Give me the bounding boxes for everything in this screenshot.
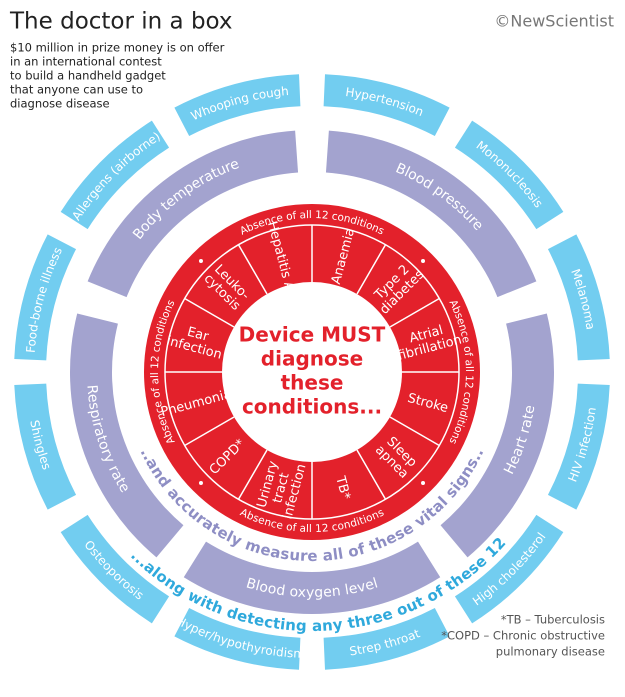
wedge-divider: [237, 244, 268, 295]
vital-sign-segment: [87, 130, 299, 298]
condition-segment: [14, 383, 77, 510]
rim-dot: [198, 258, 203, 263]
center-text: these: [281, 371, 344, 395]
vital-sign-segment: [70, 313, 184, 558]
brand: ©NewScientist: [494, 12, 614, 31]
rim-dot: [421, 481, 426, 486]
vital-sign-segment: [183, 541, 441, 615]
center-circle: [222, 282, 402, 462]
wedge-divider: [356, 449, 387, 500]
center-text: Device MUST: [239, 323, 386, 347]
footnote: *COPD – Chronic obstructive: [441, 629, 605, 643]
vital-sign-segment: [325, 130, 537, 298]
condition-segment: [547, 383, 610, 510]
wedge-divider: [184, 297, 235, 328]
condition-label: Mononucleosis: [474, 138, 546, 210]
condition-segment: [323, 74, 450, 137]
title: The doctor in a box: [9, 9, 233, 35]
rim-dot: [198, 481, 203, 486]
wedge-divider: [389, 297, 440, 328]
wedge-divider: [389, 416, 440, 447]
label-line: Ear: [186, 324, 211, 344]
label-line: TB*: [333, 474, 354, 502]
condition-segment: [60, 514, 170, 624]
condition-segment: [174, 74, 301, 137]
wedge-divider: [237, 449, 268, 500]
vital-sign-segment: [440, 313, 554, 558]
condition-segment: [60, 120, 170, 230]
condition-segment: [174, 607, 301, 670]
subtitle-line: $10 million in prize money is on offer: [10, 41, 225, 55]
footnote: pulmonary disease: [496, 645, 605, 659]
condition-label-text: Mononucleosis: [474, 138, 546, 210]
subtitle-line: diagnose disease: [10, 97, 110, 111]
condition-segment: [547, 234, 610, 361]
footnote: *TB – Tuberculosis: [501, 613, 605, 627]
subtitle-line: in an international contest: [10, 55, 162, 69]
center-text: conditions...: [242, 395, 382, 419]
center-text: diagnose: [261, 347, 363, 371]
condition-segment: [14, 234, 77, 361]
rim-dot: [421, 258, 426, 263]
condition-segment: [454, 120, 564, 230]
condition-segment: [454, 514, 564, 624]
required-condition: TB*: [333, 474, 354, 502]
subtitle-line: that anyone can use to: [10, 83, 143, 97]
wedge-divider: [184, 416, 235, 447]
condition-segment: [323, 607, 450, 670]
wedge-divider: [356, 244, 387, 295]
subtitle-line: to build a handheld gadget: [10, 69, 166, 83]
required-condition-label: TB*: [333, 474, 354, 502]
